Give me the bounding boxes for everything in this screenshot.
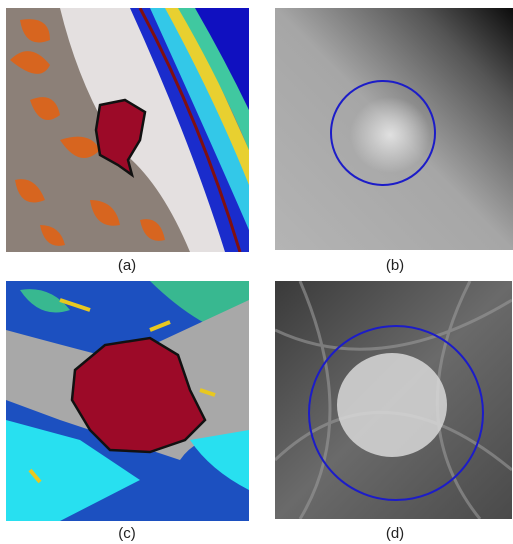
panel-label: (c): [118, 525, 136, 542]
panel-a-image: [6, 8, 249, 252]
panel-c-image: [6, 281, 249, 521]
panel-label: (a): [118, 257, 136, 274]
panel-b-image: [275, 8, 513, 250]
panel-label: (b): [386, 257, 404, 274]
panel-label: (d): [386, 525, 404, 542]
panel-d-image: [275, 281, 512, 519]
figure: (a) (b) (c) (d): [0, 0, 513, 544]
